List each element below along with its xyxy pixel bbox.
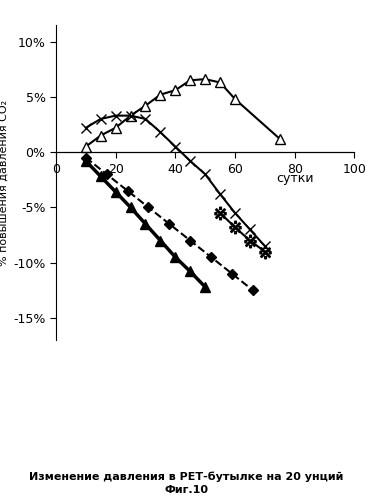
Text: Изменение давления в РЕТ-бутылке на 20 унций: Изменение давления в РЕТ-бутылке на 20 у… [29, 472, 344, 482]
Y-axis label: % повышения давления CO₂: % повышения давления CO₂ [0, 100, 9, 266]
Text: сутки: сутки [276, 172, 313, 185]
Text: Фиг.10: Фиг.10 [164, 485, 209, 495]
